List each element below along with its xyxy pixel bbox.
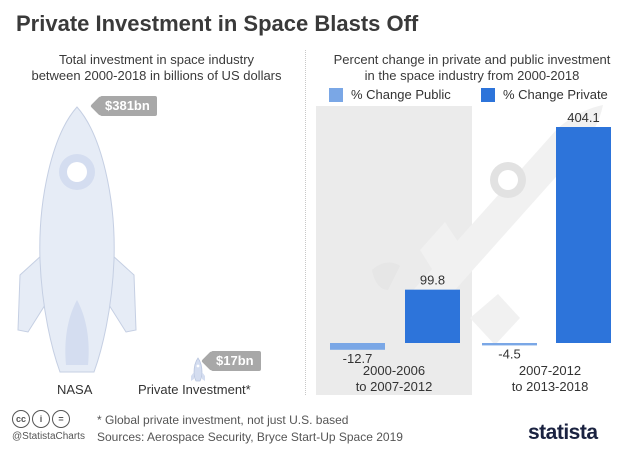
- value-label-public-period-1: -12.7: [343, 351, 373, 366]
- private-rocket-icon: [191, 357, 205, 382]
- bar-public-period-2: [482, 343, 537, 346]
- no-derivatives-icon: =: [52, 410, 70, 428]
- right-subtitle: Percent change in private and public inv…: [314, 52, 630, 84]
- footnote: * Global private investment, not just U.…: [97, 413, 349, 427]
- bar-private-period-1: [405, 289, 460, 343]
- chart-title: Private Investment in Space Blasts Off: [16, 11, 419, 36]
- private-investment-label: Private Investment*: [138, 382, 251, 397]
- legend-swatch-private: [481, 88, 495, 102]
- category-label-period-1-line1: 2000-2006: [363, 363, 425, 378]
- creative-commons-icon: cc: [12, 410, 30, 428]
- left-subtitle-line1: Total investment in space industry: [58, 52, 255, 67]
- private-value-tag: $17bn: [211, 351, 261, 371]
- background-rocket-icon: [372, 105, 603, 345]
- category-label-period-2-line1: 2007-2012: [519, 363, 581, 378]
- panel-divider: [305, 50, 306, 395]
- bar-private-period-2: [556, 127, 611, 343]
- nasa-value-tag: $381bn: [100, 96, 157, 116]
- left-subtitle-line2: between 2000-2018 in billions of US doll…: [31, 68, 282, 83]
- value-label-private-period-2: 404.1: [567, 110, 600, 125]
- investment-rockets: [17, 106, 205, 382]
- nasa-label: NASA: [57, 382, 93, 397]
- statista-logo: statista: [528, 421, 598, 444]
- right-subtitle-line1: Percent change in private and public inv…: [333, 52, 611, 67]
- legend-label-private: % Change Private: [503, 87, 608, 102]
- category-label-period-1-line2: to 2007-2012: [356, 379, 433, 394]
- left-subtitle: Total investment in space industry betwe…: [14, 52, 299, 84]
- legend-label-public: % Change Public: [351, 87, 451, 102]
- sources: Sources: Aerospace Security, Bryce Start…: [97, 430, 403, 444]
- attribution-icon: i: [32, 410, 50, 428]
- value-label-private-period-1: 99.8: [420, 273, 445, 288]
- category-label-period-2-line2: to 2013-2018: [512, 379, 589, 394]
- value-label-public-period-2: -4.5: [498, 346, 520, 361]
- private-value-label: $17bn: [216, 353, 254, 368]
- statista-charts-handle: @StatistaCharts: [12, 431, 85, 442]
- nasa-rocket-icon: [17, 106, 137, 373]
- bar-public-period-1: [330, 343, 385, 350]
- right-subtitle-line2: in the space industry from 2000-2018: [364, 68, 580, 83]
- nasa-value-label: $381bn: [105, 98, 150, 113]
- legend-swatch-public: [329, 88, 343, 102]
